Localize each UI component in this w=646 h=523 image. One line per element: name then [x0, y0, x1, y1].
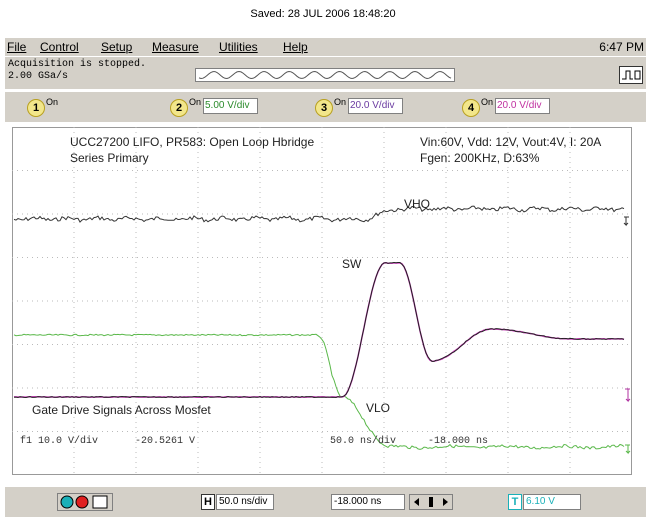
status-bar: Acquisition is stopped. 2.00 GSa/s	[5, 57, 646, 89]
vho-trace	[13, 205, 625, 223]
horizontal-button[interactable]: H	[201, 494, 215, 510]
clock: 6:47 PM	[599, 40, 644, 54]
menu-item[interactable]: Help	[283, 40, 308, 54]
scope-screen: UCC27200 LIFO, PR583: Open Loop Hbridge …	[12, 127, 632, 475]
menu-item[interactable]: File	[7, 40, 27, 54]
channel-scale[interactable]: 20.0 V/div	[495, 98, 550, 114]
readout: -18.000 ns	[428, 436, 489, 447]
channel-on[interactable]: On	[334, 97, 347, 107]
ch-marker	[623, 216, 629, 227]
timebase-field[interactable]: 50.0 ns/div	[216, 494, 274, 510]
menu-item[interactable]: Setup	[101, 40, 133, 54]
trace-label: SW	[342, 257, 362, 271]
trigger-button[interactable]: T	[508, 494, 522, 510]
trace-label: VHO	[404, 197, 431, 211]
channel-on[interactable]: On	[481, 97, 494, 107]
delay-field[interactable]: -18.000 ns	[331, 494, 405, 510]
graticule	[12, 127, 632, 475]
trace-label: VLO	[366, 401, 391, 415]
acquisition-indicator	[195, 68, 455, 82]
channel-button[interactable]: 2	[170, 99, 188, 117]
channel-button[interactable]: 4	[462, 99, 480, 117]
channel-on[interactable]: On	[46, 97, 59, 107]
saved-stamp: Saved: 28 JUL 2006 18:48:20	[250, 8, 396, 20]
readout: -20.5261 V	[135, 436, 196, 447]
status-line: Acquisition is stopped.	[8, 59, 147, 70]
channel-button[interactable]: 1	[27, 99, 45, 117]
menu-item[interactable]: Utilities	[219, 40, 258, 54]
readout: 50.0 ns/div	[330, 436, 397, 447]
channel-bar: 1 On 2 On 5.00 V/div 3 On 20.0 V/div 4 O…	[5, 92, 646, 122]
channel-on[interactable]: On	[189, 97, 202, 107]
trigger-level-field[interactable]: 6.10 V	[523, 494, 581, 510]
menu-item[interactable]: Control	[40, 40, 79, 54]
ch-marker	[625, 444, 631, 455]
screen-subtitle: Series Primary	[70, 151, 149, 165]
ch-marker	[625, 388, 631, 403]
channel-button[interactable]: 3	[315, 99, 333, 117]
status-line: 2.00 GSa/s	[8, 71, 69, 82]
channel-scale[interactable]: 5.00 V/div	[203, 98, 258, 114]
fgen: Fgen: 200KHz, D:63%	[420, 151, 540, 165]
delay-nudge[interactable]	[409, 494, 453, 510]
caption: Gate Drive Signals Across Mosfet	[32, 403, 211, 417]
screen-title: UCC27200 LIFO, PR583: Open Loop Hbridge	[70, 135, 315, 149]
channel-scale[interactable]: 20.0 V/div	[348, 98, 403, 114]
readout: f1 10.0 V/div	[20, 436, 99, 447]
sw-trace	[13, 261, 625, 399]
menu-bar: File Control Setup Measure Utilities Hel…	[5, 38, 646, 56]
menu-item[interactable]: Measure	[152, 40, 199, 54]
conditions: Vin:60V, Vdd: 12V, Vout:4V, I: 20A	[420, 135, 602, 149]
toolbar: H 50.0 ns/div -18.000 ns T 6.10 V	[5, 487, 646, 517]
vlo-trace	[13, 333, 625, 450]
color-buttons[interactable]	[57, 493, 113, 511]
run-button[interactable]	[619, 66, 643, 84]
